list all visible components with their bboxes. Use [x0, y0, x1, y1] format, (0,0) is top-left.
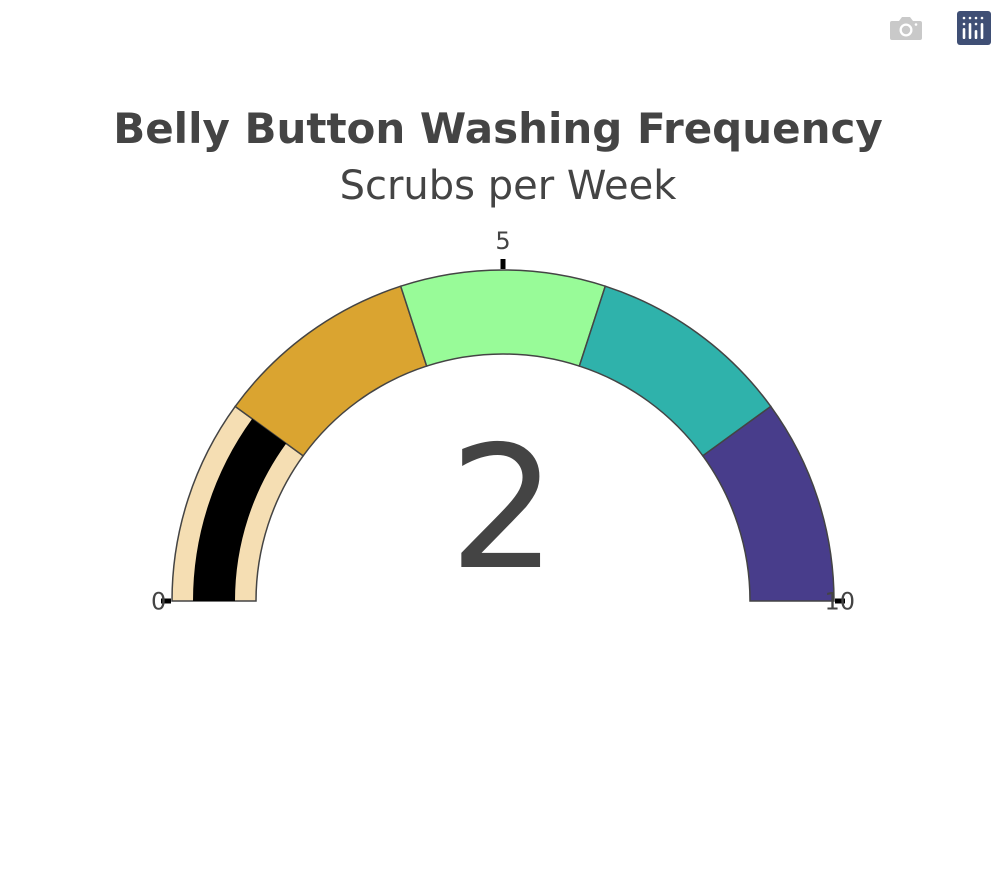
camera-icon [890, 17, 922, 40]
download-png-button[interactable] [886, 8, 926, 48]
modebar [876, 8, 996, 48]
plotly-logo-button[interactable] [954, 8, 994, 48]
gauge-tick-label: 10 [824, 587, 855, 615]
gauge-tick-label: 0 [151, 587, 166, 615]
gauge-step-5 [701, 405, 835, 602]
gauge-step-3 [399, 269, 607, 368]
gauge-bar-group [193, 418, 287, 601]
plotly-logo-icon [957, 11, 991, 45]
chart-title: Belly Button Washing Frequency [113, 104, 883, 153]
gauge-tick-label: 5 [495, 227, 510, 255]
gauge-value: 2 [449, 410, 557, 608]
gauge-ticks: 0 5 10 [151, 227, 855, 615]
gauge-value-bar [193, 418, 287, 601]
chart-subtitle: Scrubs per Week [340, 163, 678, 209]
